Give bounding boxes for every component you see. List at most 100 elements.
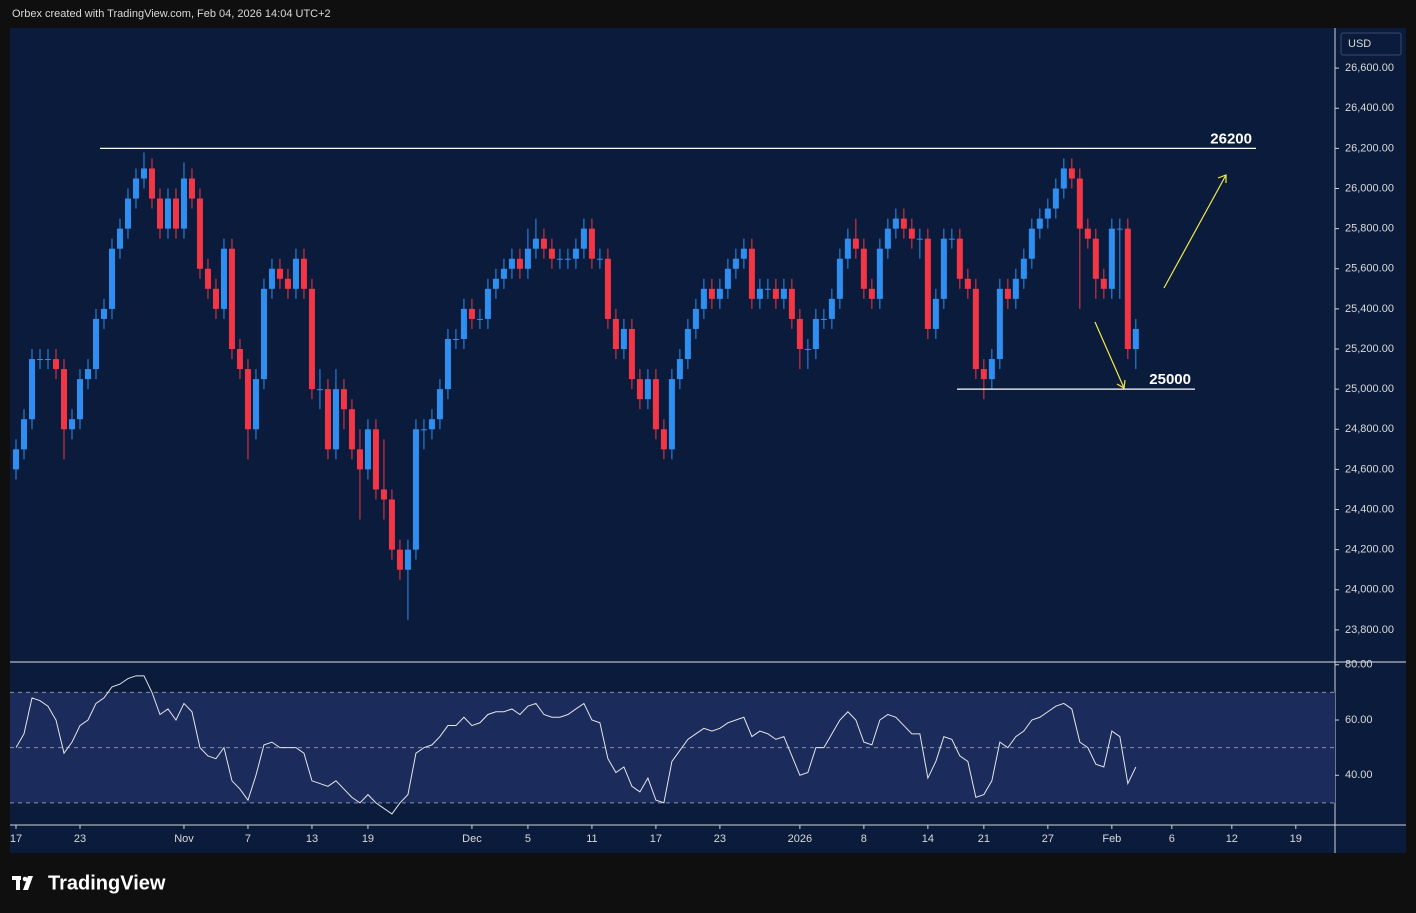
header: Orbex created with TradingView.com, Feb … (12, 8, 331, 20)
candle-body (716, 288, 723, 299)
x-tick-label: Feb (1102, 833, 1121, 845)
candle-body (780, 288, 787, 299)
x-tick-label: Dec (462, 833, 482, 845)
candle-body (804, 349, 811, 351)
currency-box[interactable] (1340, 32, 1402, 56)
candle-body (124, 198, 131, 229)
band (10, 692, 1335, 803)
candle-body (508, 258, 515, 269)
candle-body (492, 278, 499, 289)
candle-body (596, 258, 603, 260)
candle-body (1116, 228, 1123, 230)
candle-body (980, 369, 987, 380)
candle-body (1132, 328, 1139, 350)
candle-body (108, 248, 115, 309)
x-tick-label: 11 (586, 833, 597, 845)
candle-body (252, 379, 259, 430)
candle-body (452, 338, 459, 340)
x-tick-label: 2026 (788, 833, 812, 845)
candle-body (676, 359, 683, 380)
candle-body (516, 258, 523, 269)
y-tick-label: 25,200.00 (1345, 343, 1394, 355)
candle-body (236, 349, 243, 370)
x-tick-label: Nov (174, 833, 194, 845)
candle-body (564, 258, 571, 260)
candle-body (332, 389, 339, 450)
candle-body (1108, 228, 1115, 289)
candle-body (940, 238, 947, 299)
x-tick-label: 19 (1290, 833, 1302, 845)
candle-body (1036, 218, 1043, 229)
candle-body (484, 288, 491, 319)
candle-body (1012, 278, 1019, 299)
candle-body (756, 288, 763, 299)
x-tick-label: 6 (1169, 833, 1175, 845)
x-tick-label: 5 (525, 833, 531, 845)
candle-body (476, 318, 483, 320)
level-label: 25000 (1149, 371, 1191, 388)
candle-body (1068, 168, 1075, 179)
candle-body (796, 318, 803, 350)
candle-body (196, 198, 203, 269)
candle-body (748, 248, 755, 299)
arrow-up (1163, 174, 1227, 289)
y-tick-label: 24,000.00 (1345, 584, 1394, 596)
candle-body (828, 298, 835, 319)
candle-body (924, 238, 931, 329)
candle-body (524, 248, 531, 269)
candle-body (708, 288, 715, 299)
candle-body (68, 419, 75, 430)
level-label: 26200 (1210, 130, 1252, 147)
rsi-line (15, 675, 1137, 815)
candle-body (372, 429, 379, 490)
x-tick-label: 13 (306, 833, 318, 845)
candle-body (884, 228, 891, 249)
candle-body (540, 238, 547, 249)
candle-body (668, 379, 675, 450)
candle-body (140, 168, 147, 179)
candle-body (1124, 228, 1131, 350)
candle-body (28, 359, 35, 420)
candle-body (404, 549, 411, 570)
candle-body (172, 198, 179, 229)
candle-body (956, 238, 963, 279)
candle-body (892, 218, 899, 229)
candle-body (572, 248, 579, 259)
y-tick-label: 24,800.00 (1345, 423, 1394, 435)
candle-body (84, 369, 91, 380)
candle-body (292, 258, 299, 289)
x-tick-label: 17 (650, 833, 662, 845)
candle-body (604, 258, 611, 319)
candle-body (52, 359, 59, 370)
candle-body (228, 248, 235, 350)
candle-body (412, 429, 419, 550)
candle-body (436, 389, 443, 420)
candle-body (812, 318, 819, 350)
candle-body (380, 489, 387, 500)
candle-body (860, 248, 867, 289)
candle-body (1060, 168, 1067, 189)
candle-body (44, 359, 51, 361)
candle-body (740, 248, 747, 259)
y-tick-label: 25,800.00 (1345, 223, 1394, 235)
candle-body (620, 328, 627, 350)
currency: USD (1348, 38, 1371, 50)
candle-body (92, 318, 99, 370)
y-tick-label: 24,200.00 (1345, 544, 1394, 556)
y-tick-label: 23,800.00 (1345, 624, 1394, 636)
candle-body (132, 178, 139, 199)
candle-body (764, 288, 771, 290)
candle-body (1020, 258, 1027, 279)
candle-body (876, 248, 883, 299)
candle-body (868, 288, 875, 299)
candle-body (612, 318, 619, 350)
candle-body (700, 288, 707, 309)
candle-body (964, 278, 971, 289)
candle-body (732, 258, 739, 269)
candle-body (308, 288, 315, 390)
candle-body (636, 379, 643, 400)
candle-body (948, 238, 955, 240)
candle-body (1044, 208, 1051, 219)
candle-body (996, 288, 1003, 360)
candle-body (260, 288, 267, 380)
